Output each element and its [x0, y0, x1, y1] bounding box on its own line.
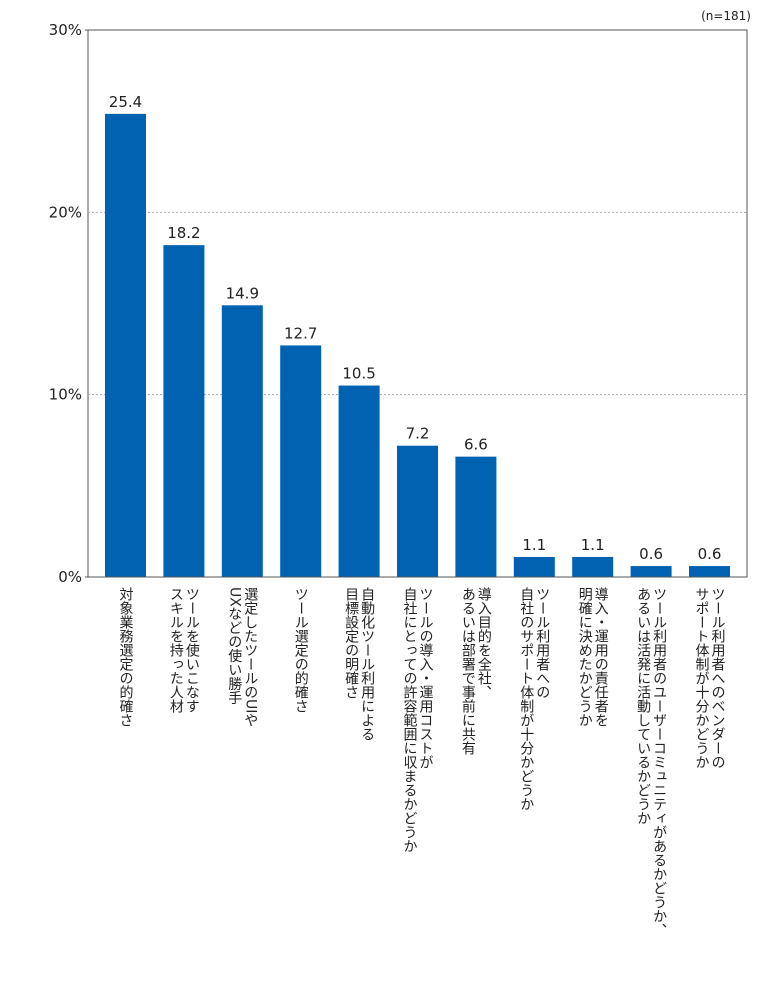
x-tick-label: 自社のサポート体制が十分かどうか [518, 587, 534, 811]
y-tick-label: 0% [58, 568, 82, 586]
x-tick-label: ツール利用者への [534, 587, 550, 699]
sample-size: (n=181) [701, 9, 751, 23]
bar [513, 556, 555, 577]
bar [163, 245, 205, 578]
value-label: 1.1 [581, 536, 605, 554]
value-label: 12.7 [284, 324, 317, 342]
value-label: 14.9 [226, 284, 259, 302]
x-tick-label: 自社にとっての許容範囲に収まるかどうか [402, 587, 418, 853]
x-tick-label: 目標設定の明確さ [343, 587, 359, 699]
bar [338, 385, 380, 577]
value-label: 7.2 [406, 425, 430, 443]
x-tick-label: 自動化ツール利用による [359, 587, 375, 741]
value-label: 0.6 [698, 545, 722, 563]
bar [689, 566, 730, 577]
x-tick-label: スキルを持った人材 [168, 587, 184, 713]
x-tick-label: UXなどの使い勝手 [226, 587, 242, 706]
y-tick-label: 10% [49, 386, 82, 404]
x-tick-label: あるいは活発に活動しているかどうか [635, 587, 651, 825]
bar [455, 456, 497, 577]
x-tick-label: ツールを使いこなす [184, 587, 200, 713]
x-tick-label: 選定したツールのUIや [242, 587, 258, 728]
bar [221, 305, 263, 577]
x-tick-label: 対象業務選定の的確さ [118, 587, 134, 727]
x-tick-label: ツール選定の的確さ [293, 587, 309, 713]
bar [397, 445, 438, 577]
x-tick-label: 導入目的を全社、 [476, 587, 492, 699]
bar [280, 345, 322, 577]
value-label: 1.1 [522, 536, 546, 554]
value-label: 18.2 [167, 224, 200, 242]
x-tick-label: ツール利用者へのベンダーの [710, 587, 726, 769]
bar [630, 566, 672, 577]
value-label: 25.4 [109, 93, 142, 111]
x-tick-label: ツール利用者のユーザーコミュニティがあるかどうか、 [651, 587, 667, 937]
x-tick-label: ツールの導入・運用コストが [418, 587, 434, 769]
y-tick-label: 30% [49, 21, 82, 39]
x-tick-label: サポート体制が十分かどうか [694, 587, 710, 769]
x-tick-label: 明確に決めたかどうか [577, 587, 593, 727]
x-tick-label: 導入・運用の責任者を [593, 587, 609, 727]
value-label: 10.5 [342, 365, 375, 383]
value-label: 0.6 [639, 545, 663, 563]
x-tick-label: あるいは部署で事前に共有 [460, 587, 476, 756]
value-label: 6.6 [464, 436, 488, 454]
bar [572, 556, 614, 577]
bar [105, 113, 146, 577]
y-tick-label: 20% [49, 203, 82, 221]
